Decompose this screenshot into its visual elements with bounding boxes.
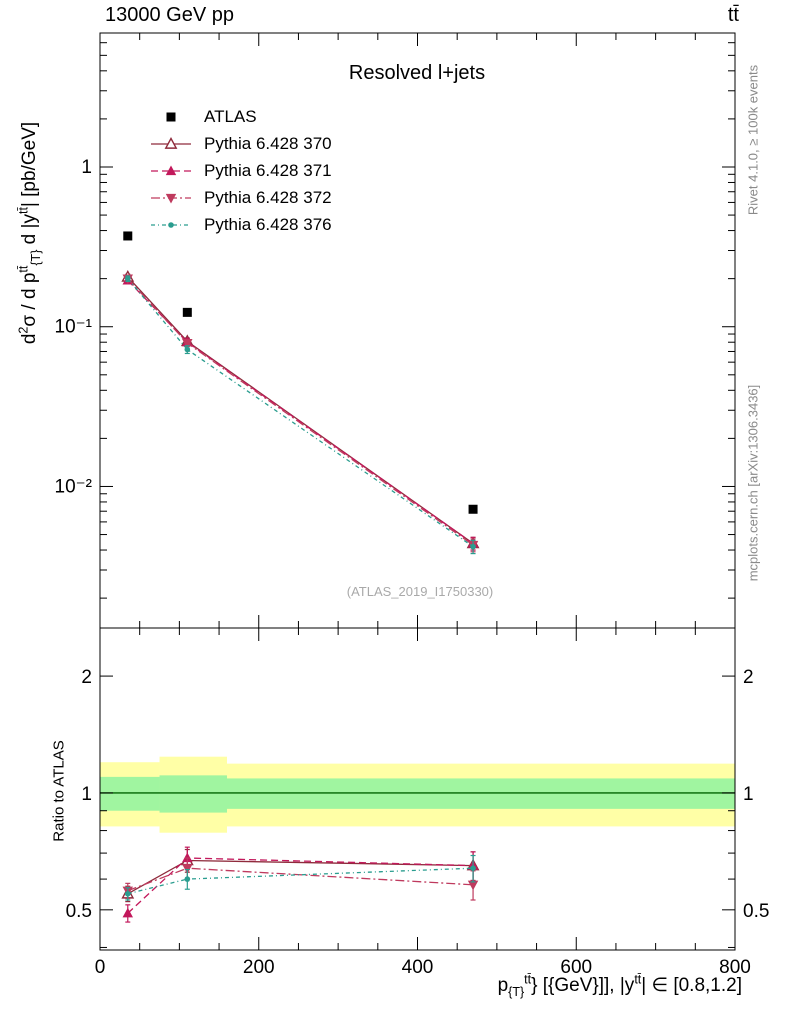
series-line (127, 279, 474, 544)
legend-label: Pythia 6.428 376 (204, 214, 332, 234)
legend-item-pythia-6-428-370: Pythia 6.428 370 (148, 130, 332, 157)
legend-item-pythia-6-428-372: Pythia 6.428 372 (148, 184, 332, 211)
inner-uncertainty-band (100, 776, 160, 811)
main-series-pythia-6-428-376 (124, 275, 476, 555)
tick-label: 1 (81, 157, 92, 178)
tick-label: 10⁻² (55, 476, 93, 497)
ratio-series-pythia-6-428-371 (122, 846, 479, 923)
xlabel: p{T}tt̄} [{GeV}]], |ytt̄| ∈ [0.8,1.2] (497, 972, 742, 999)
tick-label: 10⁻¹ (55, 317, 93, 338)
tick-label: 0 (95, 957, 106, 978)
marker-triangle-down (182, 864, 193, 874)
marker-triangle-open (164, 136, 178, 149)
ratio-series-group (121, 846, 480, 923)
tick-label: 400 (402, 957, 434, 978)
marker-triangle (165, 165, 177, 175)
marker-square (123, 231, 133, 241)
tick-label: 0.5 (66, 901, 92, 922)
legend-label: Pythia 6.428 371 (204, 160, 332, 180)
tick-label: 2 (81, 667, 92, 688)
legend-label: ATLAS (204, 106, 257, 126)
axis-tick-labels: 1 10⁻¹ 10⁻² 2 2 1 1 0.5 0.5 0 200 400 600 800 (55, 157, 770, 978)
series-line (127, 867, 474, 892)
ratio-series-pythia-6-428-376 (124, 854, 476, 901)
marker-circle (470, 865, 476, 872)
series-line (127, 278, 474, 546)
marker-square (166, 112, 176, 121)
legend-item-atlas: ATLAS (148, 103, 332, 130)
legend: ATLAS Pythia 6.428 370 Pythia 6.428 371 Pyt… (148, 103, 332, 238)
series-line (127, 867, 474, 895)
analysis-watermark: (ATLAS_2019_I1750330) (346, 584, 494, 599)
marker-circle (184, 346, 191, 353)
rivet-version-note: Rivet 4.1.0, ≥ 100k events (745, 64, 761, 216)
mcplots-note: mcplots.cern.ch [arXiv:1306.3436] (745, 384, 761, 582)
marker-circle (470, 543, 476, 550)
series-line (127, 276, 474, 544)
marker-triangle-down (467, 880, 479, 891)
series-line (127, 857, 474, 914)
marker-triangle (182, 852, 193, 863)
ratio-ylabel: Ratio to ATLAS (50, 740, 68, 842)
legend-item-pythia-6-428-376: Pythia 6.428 376 (148, 211, 332, 238)
header-process: tt̄ (727, 4, 739, 26)
tick-label: 2 (743, 667, 754, 688)
legend-marker-circle (151, 221, 191, 228)
main-ylabel: d2σ / d ptt̄{T} d |ytt̄| [pb/GeV] (16, 121, 43, 345)
tick-label: 0.5 (743, 901, 769, 922)
ratio-uncertainty-bands (100, 756, 735, 833)
tick-label: 600 (560, 957, 592, 978)
marker-triangle-down (165, 193, 177, 203)
plot-title: Resolved l+jets (348, 62, 486, 84)
tick-label: 200 (243, 957, 275, 978)
marker-triangle-down (182, 338, 193, 349)
legend-label: Pythia 6.428 372 (204, 187, 332, 207)
legend-label: Pythia 6.428 370 (204, 133, 332, 153)
main-series-atlas (123, 231, 478, 514)
marker-square (182, 307, 192, 317)
main-series-group (121, 231, 480, 555)
marker-square (468, 504, 478, 514)
marker-circle (184, 876, 191, 882)
marker-circle (168, 221, 174, 228)
header-energy: 13000 GeV pp (105, 4, 234, 26)
marker-triangle (122, 907, 134, 918)
legend-marker-square (166, 112, 176, 121)
tick-label: 1 (81, 784, 92, 805)
axis-ticks (99, 33, 736, 950)
tick-label: 1 (743, 784, 754, 805)
marker-circle (124, 890, 131, 897)
main-series-pythia-6-428-371 (122, 274, 479, 551)
legend-marker-triangle-down (151, 193, 191, 203)
legend-marker-triangle-open (151, 136, 191, 149)
legend-item-pythia-6-428-371: Pythia 6.428 371 (148, 157, 332, 184)
tick-label: 800 (719, 957, 751, 978)
legend-marker-triangle (151, 165, 191, 175)
ratio-series-pythia-6-428-370 (121, 848, 480, 903)
main-series-pythia-6-428-370 (121, 269, 480, 551)
inner-uncertainty-band (159, 775, 227, 813)
marker-circle (124, 275, 131, 282)
